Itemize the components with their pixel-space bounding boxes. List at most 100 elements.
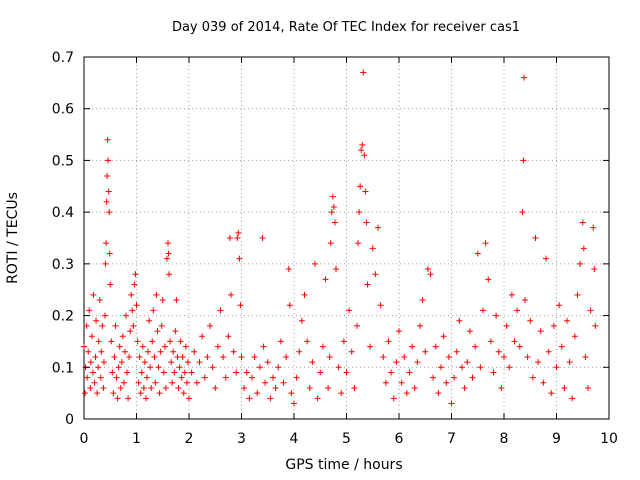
data-point-0-123 (220, 353, 227, 360)
data-point-0-118 (207, 322, 213, 329)
data-point-0-264 (543, 255, 549, 262)
data-point-0-260 (532, 235, 539, 241)
data-point-0-33 (106, 250, 113, 257)
data-point-0-92 (167, 338, 174, 345)
data-point-0-18 (96, 297, 103, 304)
data-point-0-130 (234, 235, 241, 241)
data-point-0-34 (107, 281, 114, 288)
data-point-0-272 (564, 317, 570, 324)
data-point-0-156 (291, 400, 297, 407)
data-point-0-74 (149, 338, 156, 345)
data-point-0-60 (134, 338, 141, 345)
data-point-0-227 (451, 374, 458, 381)
y-tick-label-6: 0.6 (52, 102, 74, 118)
data-point-0-120 (212, 384, 219, 391)
data-point-0-40 (113, 374, 120, 381)
data-point-0-219 (430, 374, 437, 381)
data-point-0-111 (188, 369, 195, 376)
data-point-0-195 (367, 343, 374, 350)
y-axis-label: ROTI / TECUs (5, 192, 21, 284)
data-point-0-174 (330, 203, 337, 210)
data-point-0-200 (380, 353, 387, 360)
data-point-0-44 (117, 384, 124, 391)
data-point-0-240 (485, 276, 492, 283)
data-point-0-150 (277, 338, 284, 345)
data-point-0-71 (146, 317, 153, 324)
data-point-0-98 (173, 297, 180, 304)
data-point-0-58 (132, 271, 139, 278)
data-point-0-85 (160, 369, 167, 376)
data-point-0-114 (196, 359, 203, 366)
data-point-0-101 (176, 364, 183, 371)
x-tick-label-7: 7 (447, 431, 456, 447)
data-point-0-204 (390, 395, 397, 402)
data-point-0-90 (165, 250, 172, 257)
data-point-0-155 (288, 390, 295, 397)
data-point-0-103 (178, 374, 185, 381)
data-point-0-231 (461, 384, 468, 391)
data-point-0-262 (537, 328, 544, 335)
data-point-0-56 (130, 322, 137, 329)
data-point-0-214 (417, 322, 423, 329)
x-tick-label-6: 6 (395, 431, 404, 447)
data-point-0-14 (93, 317, 100, 324)
data-point-0-104 (179, 353, 186, 360)
data-point-0-46 (119, 333, 126, 340)
data-point-0-241 (487, 338, 494, 345)
data-point-0-275 (571, 333, 578, 340)
data-point-0-187 (357, 183, 364, 190)
data-point-0-166 (317, 369, 324, 376)
data-point-0-176 (333, 266, 339, 273)
data-point-0-83 (158, 322, 165, 329)
data-point-0-1 (82, 390, 89, 397)
data-point-0-199 (377, 302, 384, 309)
data-point-0-268 (553, 364, 560, 371)
data-point-0-51 (125, 395, 132, 402)
data-point-0-157 (293, 374, 300, 381)
data-point-0-146 (267, 395, 274, 402)
data-point-0-80 (155, 364, 162, 371)
x-tick-label-2: 2 (185, 431, 194, 447)
data-point-0-256 (522, 297, 528, 304)
data-point-0-132 (236, 255, 243, 262)
data-point-0-247 (503, 322, 510, 329)
data-point-0-213 (414, 359, 421, 366)
data-point-0-106 (181, 369, 188, 376)
data-point-0-47 (120, 379, 127, 386)
data-point-0-164 (312, 260, 318, 267)
data-point-0-39 (112, 322, 119, 329)
data-point-0-184 (354, 322, 360, 329)
data-point-0-81 (156, 390, 163, 397)
data-point-0-17 (95, 338, 102, 345)
data-point-0-175 (331, 219, 338, 226)
y-axis-ticks: 0 0.1 0.2 0.3 0.4 0.5 0.6 0.7 (52, 50, 609, 428)
data-point-0-143 (260, 343, 267, 350)
data-point-0-182 (348, 348, 355, 355)
data-point-0-105 (180, 390, 187, 397)
data-point-0-0 (81, 343, 87, 350)
x-tick-label-10: 10 (600, 431, 618, 447)
data-point-0-24 (102, 312, 108, 319)
data-point-0-163 (309, 359, 316, 366)
data-point-0-160 (301, 291, 308, 298)
data-point-0-109 (184, 359, 191, 366)
data-point-0-84 (159, 297, 166, 304)
data-point-0-119 (209, 364, 216, 371)
data-point-0-154 (286, 302, 293, 309)
data-point-0-8 (87, 359, 94, 366)
data-point-0-82 (157, 348, 164, 355)
data-point-0-48 (121, 348, 128, 355)
data-point-0-257 (524, 353, 531, 360)
data-point-0-138 (249, 374, 255, 381)
data-point-0-238 (480, 307, 486, 314)
data-point-0-35 (108, 338, 115, 345)
data-point-0-134 (238, 353, 245, 360)
grid-lines (84, 57, 609, 419)
data-point-0-99 (174, 353, 181, 360)
data-point-0-12 (91, 379, 98, 386)
data-point-0-194 (364, 281, 371, 288)
data-point-0-243 (493, 312, 500, 319)
data-point-0-45 (118, 359, 125, 366)
data-point-0-32 (106, 209, 113, 216)
data-point-0-183 (351, 384, 358, 391)
